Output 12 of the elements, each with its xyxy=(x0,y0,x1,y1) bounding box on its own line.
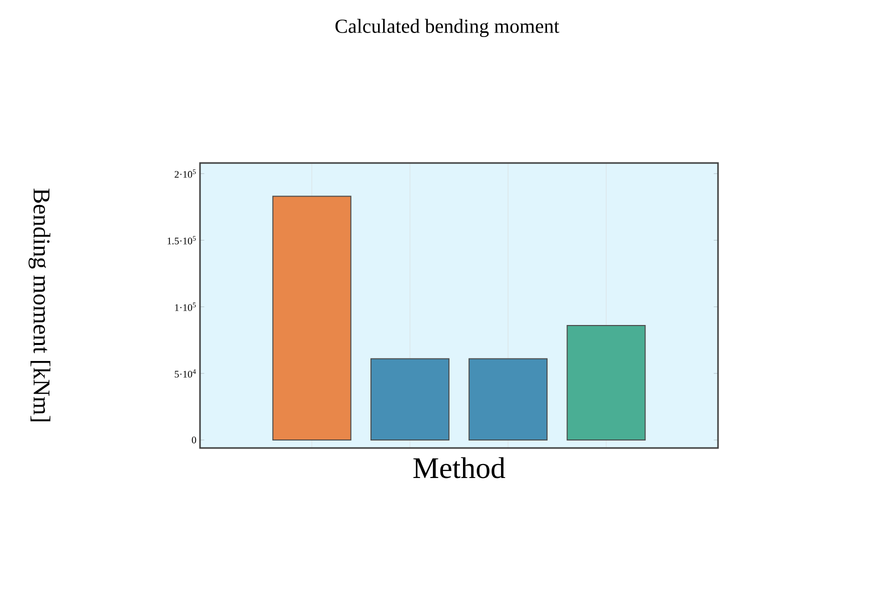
y-tick-label: 1·10$^{5}$ xyxy=(175,302,196,311)
y-tick-label: 1.5·10$^{5}$ xyxy=(168,236,196,244)
y-tick-label: 0 xyxy=(192,436,196,444)
bar xyxy=(468,358,548,440)
y-tick-label: 2·10$^{5}$ xyxy=(174,170,196,178)
bar xyxy=(566,324,646,440)
y-tick-label: 5·10$^{4}$ xyxy=(174,369,196,378)
y-axis-title: Bending moment [kNm] xyxy=(28,188,50,422)
bar xyxy=(370,358,450,440)
bar xyxy=(272,196,352,440)
chart-title: Calculated bending moment xyxy=(335,18,560,38)
x-axis-title: Method xyxy=(413,457,506,478)
